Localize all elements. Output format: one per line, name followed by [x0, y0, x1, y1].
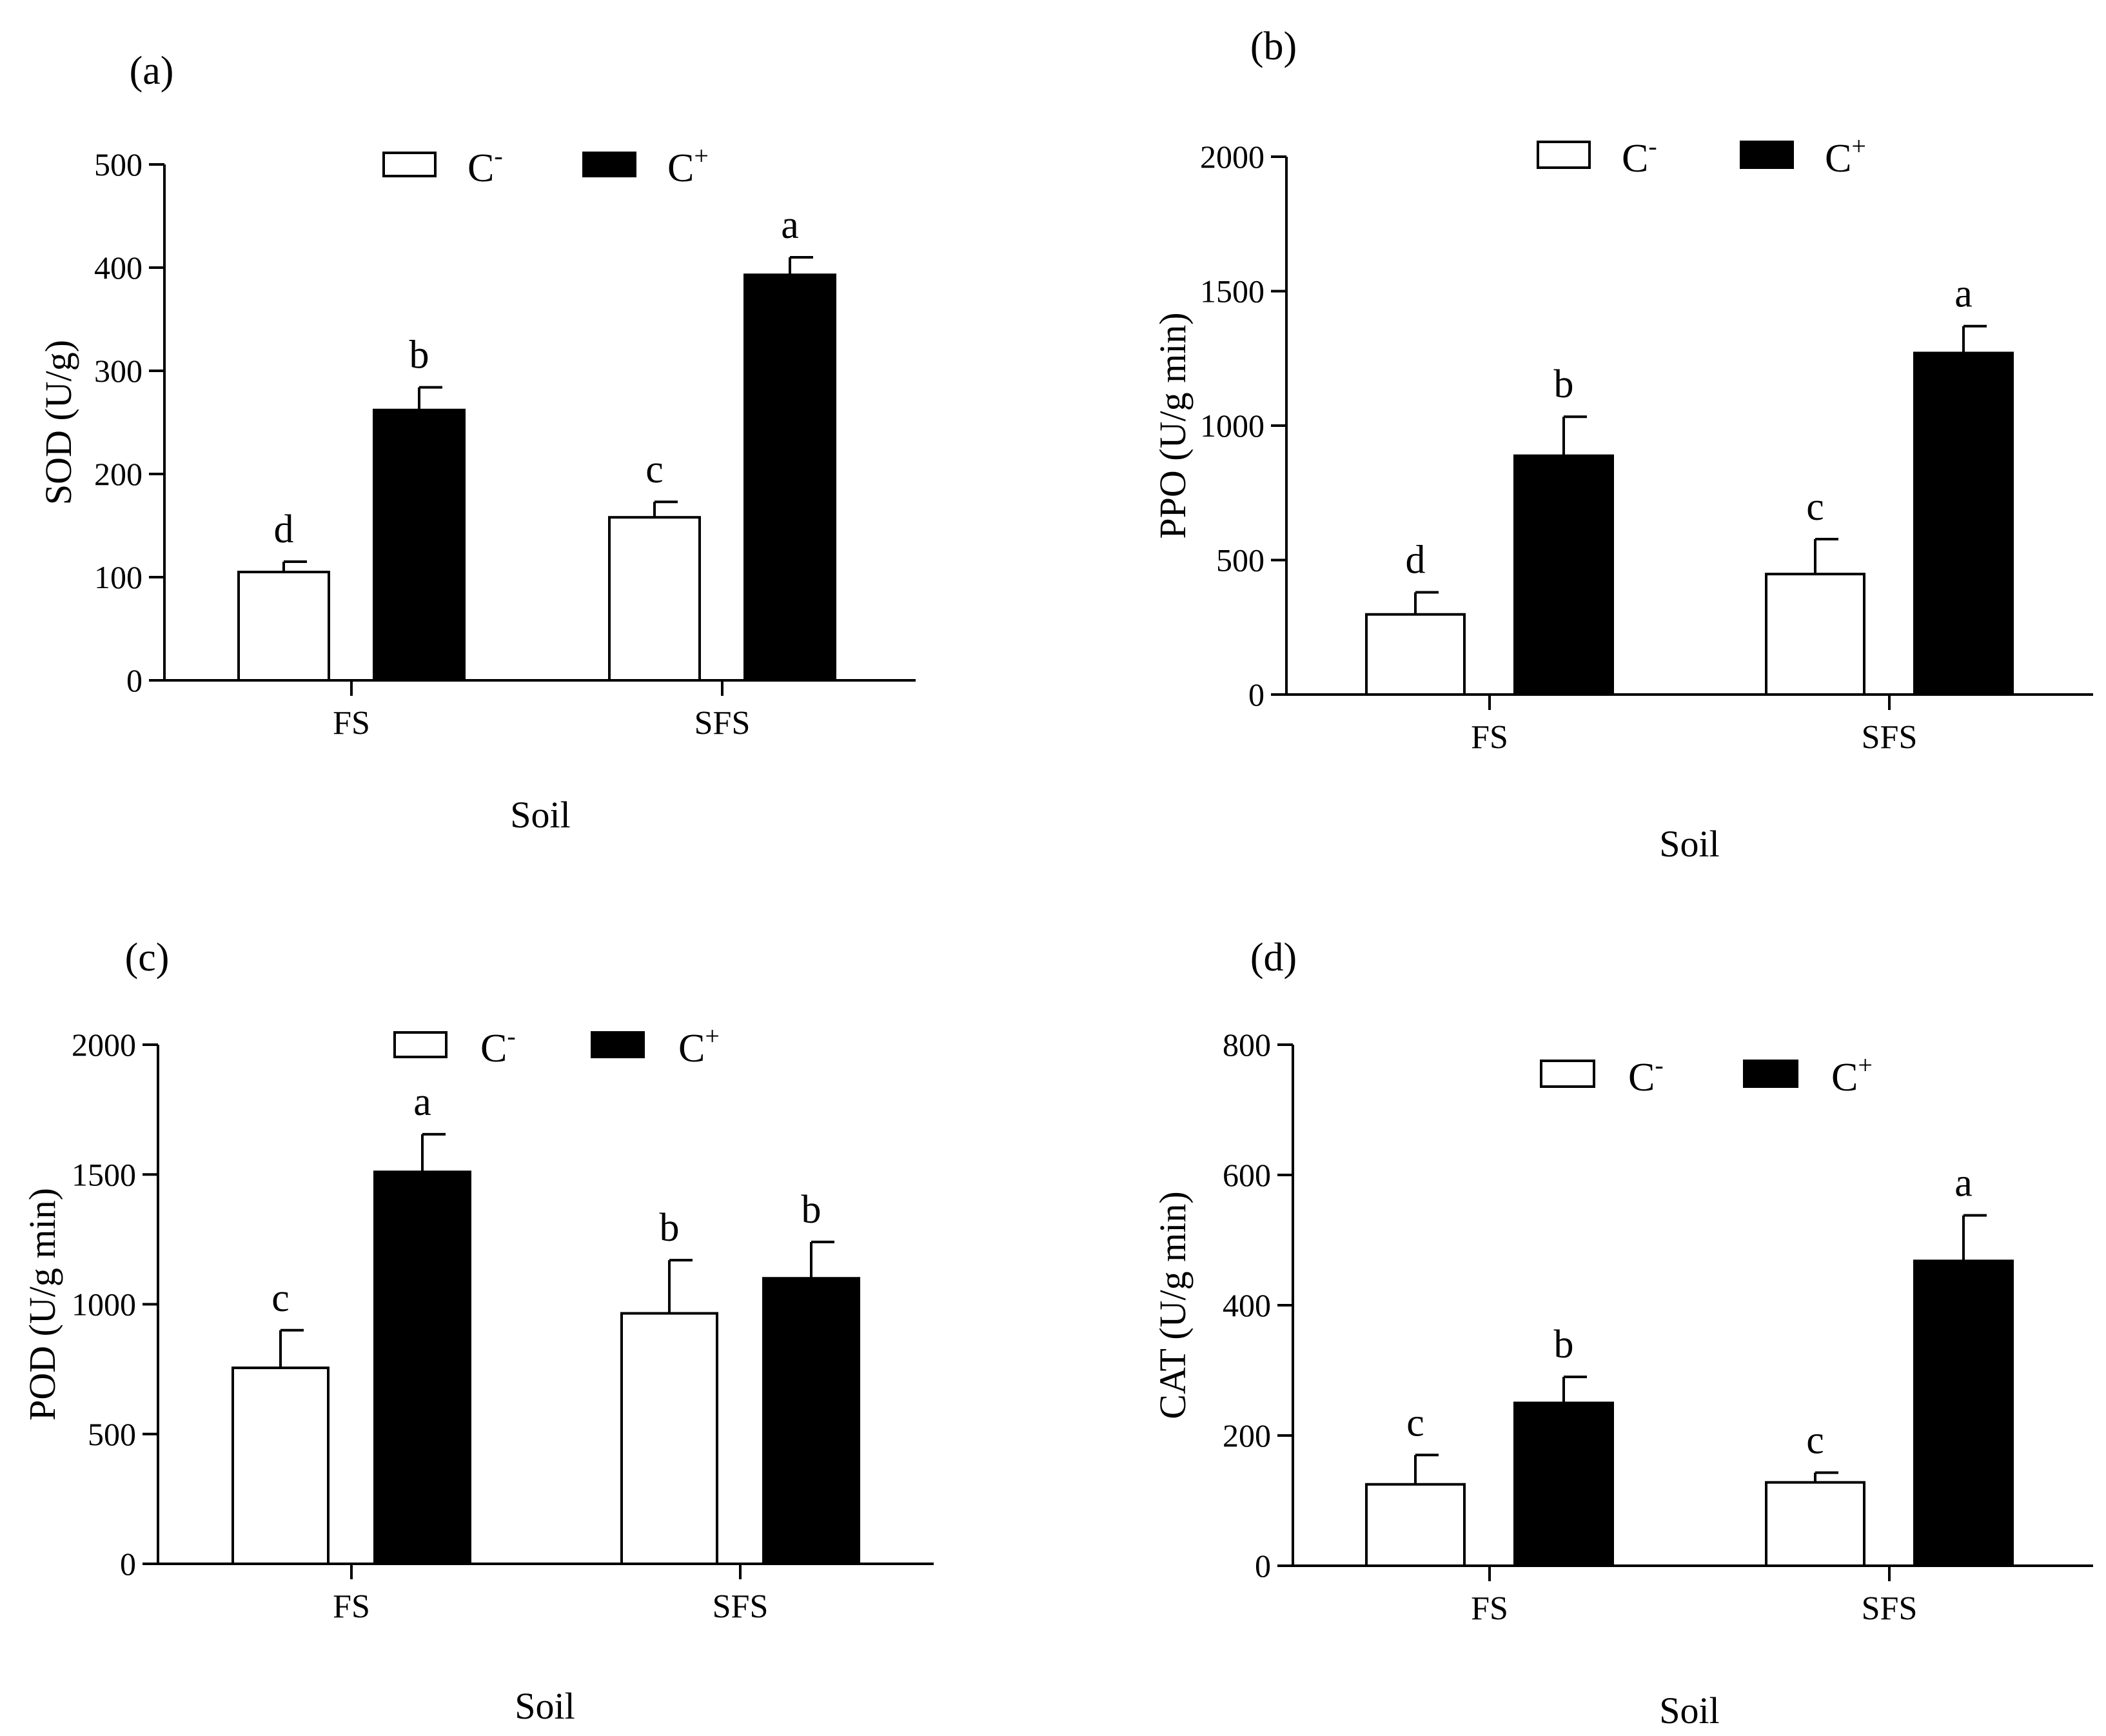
bar-C--SFS: [620, 1312, 718, 1566]
bar-C--FS: [1365, 613, 1466, 696]
y-axis-title: SOD (U/g): [37, 340, 79, 505]
legend-swatch-C-: [382, 152, 437, 177]
legend-label: C+: [667, 141, 709, 190]
significance-label: b: [409, 333, 429, 377]
y-tick-label: 200: [94, 456, 143, 492]
legend-label: C-: [1622, 132, 1657, 181]
y-tick-label: 200: [1223, 1417, 1271, 1454]
chart-panel-4: (d) 0 200 400 600 800 FS SFS Soil CAT (U/g min) c c…: [1152, 936, 2093, 1731]
bar-C--FS: [237, 571, 330, 682]
legend-label: C+: [1825, 132, 1866, 181]
significance-label: b: [1554, 362, 1574, 406]
legend-label: C-: [1628, 1050, 1664, 1100]
legend: C- C+: [1540, 1050, 1873, 1100]
legend-label: C-: [480, 1021, 516, 1070]
bar-C+-FS: [1513, 454, 1614, 696]
y-tick-label: 400: [94, 250, 143, 286]
legend-label: C-: [467, 141, 503, 190]
legend: C- C+: [1537, 132, 1866, 181]
x-axis-title: Soil: [1659, 1690, 1720, 1731]
x-tick-label: FS: [333, 705, 370, 742]
x-axis-title: Soil: [1659, 823, 1720, 865]
bar-C--FS: [1365, 1483, 1466, 1567]
significance-label: a: [781, 203, 799, 247]
bar-C--FS: [231, 1366, 330, 1566]
panel-label: (c): [125, 936, 170, 980]
significance-label: b: [802, 1188, 822, 1232]
bar-C+-SFS: [1913, 351, 2014, 696]
x-tick-label: SFS: [1862, 719, 1918, 756]
y-tick-label: 2000: [1200, 139, 1265, 175]
bar-C--SFS: [1765, 573, 1865, 696]
bar-C--SFS: [608, 516, 701, 682]
panel-label: (d): [1250, 936, 1297, 980]
legend: C- C+: [393, 1021, 720, 1070]
legend: C- C+: [382, 141, 709, 190]
x-tick-label: SFS: [694, 705, 751, 742]
significance-label: c: [1806, 1419, 1824, 1463]
y-tick-label: 2000: [72, 1027, 136, 1063]
y-tick-label: 0: [1248, 676, 1265, 713]
significance-label: b: [1554, 1323, 1574, 1366]
bar-C+-FS: [373, 1170, 471, 1565]
bar-C+-SFS: [1913, 1259, 2014, 1567]
bar-C--SFS: [1765, 1481, 1865, 1567]
x-tick-label: FS: [1471, 719, 1508, 756]
y-tick-label: 500: [1216, 542, 1265, 578]
y-tick-label: 400: [1223, 1287, 1271, 1323]
legend-swatch-C+: [1740, 141, 1794, 169]
significance-label: c: [645, 448, 664, 491]
y-axis-title: POD (U/g min): [21, 1188, 63, 1421]
significance-label: c: [1806, 485, 1824, 529]
bar-C+-SFS: [762, 1277, 860, 1565]
significance-label: c: [271, 1276, 290, 1320]
y-tick-label: 500: [88, 1416, 136, 1452]
x-tick-label: SFS: [713, 1588, 769, 1625]
legend-label: C+: [678, 1021, 720, 1070]
significance-label: b: [660, 1206, 680, 1250]
x-tick-label: FS: [333, 1588, 370, 1625]
chart-panel-2: (b) 0 500 1000 1500 2000 FS SFS Soil PPO (U/g min…: [1152, 25, 2093, 865]
bar-C+-FS: [373, 408, 466, 682]
y-tick-label: 0: [120, 1546, 136, 1582]
y-tick-label: 1000: [1200, 408, 1265, 444]
y-tick-label: 300: [94, 353, 143, 389]
legend-swatch-C-: [1537, 141, 1591, 169]
significance-label: a: [1954, 1161, 1973, 1205]
y-tick-label: 1500: [72, 1156, 136, 1192]
significance-label: a: [1954, 272, 1973, 316]
y-tick-label: 0: [126, 662, 143, 698]
legend-swatch-C-: [1540, 1060, 1595, 1088]
legend-swatch-C+: [591, 1031, 645, 1058]
significance-label: d: [1406, 538, 1426, 582]
y-tick-label: 100: [94, 559, 143, 595]
y-tick-label: 0: [1255, 1548, 1271, 1584]
x-tick-label: SFS: [1862, 1590, 1918, 1627]
x-axis-title: Soil: [515, 1685, 575, 1727]
legend-swatch-C+: [582, 152, 636, 177]
chart-panel-3: (c) 0 500 1000 1500 2000 FS SFS Soil POD (U/g min…: [21, 936, 934, 1727]
significance-label: d: [274, 508, 294, 551]
legend-swatch-C+: [1743, 1060, 1798, 1088]
y-tick-label: 1000: [72, 1287, 136, 1323]
y-axis-title: PPO (U/g min): [1152, 312, 1194, 538]
y-tick-label: 600: [1223, 1157, 1271, 1193]
bar-C+-SFS: [743, 273, 836, 682]
y-axis-title: CAT (U/g min): [1152, 1191, 1194, 1419]
x-axis-title: Soil: [510, 794, 571, 836]
y-tick-label: 1500: [1200, 273, 1265, 310]
x-tick-label: FS: [1471, 1590, 1508, 1627]
significance-label: a: [413, 1080, 431, 1124]
legend-label: C+: [1831, 1050, 1873, 1100]
significance-label: c: [1406, 1401, 1424, 1445]
bar-C+-FS: [1513, 1401, 1614, 1567]
y-tick-label: 500: [94, 146, 143, 182]
y-tick-label: 800: [1223, 1027, 1271, 1063]
chart-panel-1: (a) 0 100 200 300 400 500 FS SFS Soil SOD (U/g) d c b…: [37, 49, 916, 836]
panel-label: (a): [130, 49, 174, 93]
legend-swatch-C-: [393, 1031, 448, 1058]
panel-label: (b): [1250, 25, 1297, 68]
